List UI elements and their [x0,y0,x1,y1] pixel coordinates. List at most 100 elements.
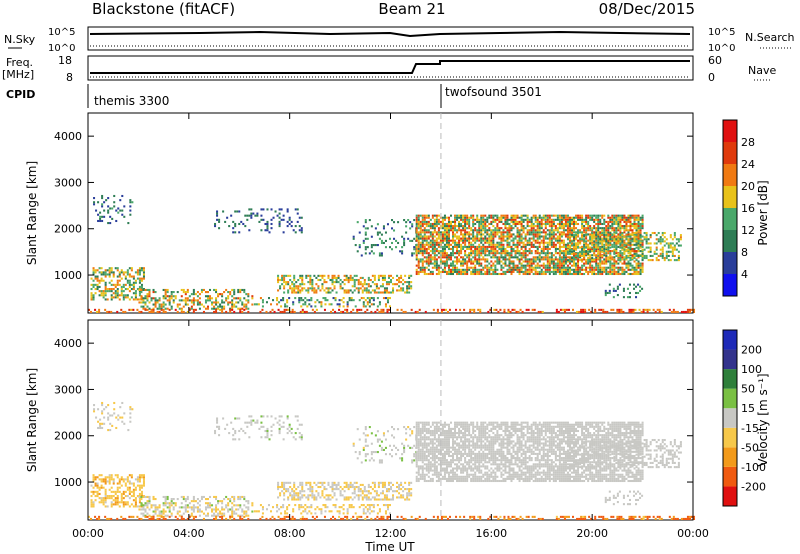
power-cell [637,283,640,286]
velocity-cell [97,420,100,423]
power-cell [400,287,403,290]
power-cell [589,216,592,219]
velocity-cell [307,488,310,491]
power-cell [591,266,594,269]
power-cell [292,301,295,304]
power-cell [478,239,481,242]
power-cell [526,216,529,219]
power-cell [278,222,281,226]
power-cell [484,227,487,230]
velocity-cell [154,506,157,509]
power-cell [635,246,638,249]
velocity-cell [109,414,112,417]
power-cell [411,223,414,226]
power-cell [464,243,467,246]
velocity-cell [146,504,149,507]
power-cell [466,268,469,271]
nave-tick-high: 60 [708,54,722,67]
power-cell [238,222,241,226]
power-cell [311,278,314,282]
power-cell [504,235,507,238]
power-cell [526,241,529,244]
power-cell [346,301,349,304]
power-cell [349,276,352,279]
velocity-cell [362,510,365,513]
power-cell [558,272,561,276]
power-cell [564,225,567,228]
power-cell [556,237,559,240]
power-cell [649,242,652,245]
power-cell [482,233,485,236]
power-cell [558,243,561,246]
velocity-cell [144,502,147,505]
power-cell [558,260,561,263]
power-cell [348,299,351,302]
power-cell [126,273,129,276]
power-cell [554,268,557,271]
velocity-cell [101,422,104,425]
power-cell [433,239,436,242]
power-cell [510,227,513,230]
power-cell [176,291,179,294]
power-cell [671,238,674,241]
power-cell [317,285,320,288]
power-cell [506,237,509,240]
power-cell [639,218,642,221]
power-cell [671,246,674,249]
power-cell [552,241,555,244]
power-cell [528,225,531,228]
power-cell [526,233,529,236]
power-cell [472,231,475,234]
power-cell [182,310,185,313]
power-cell [174,308,177,311]
power-cell [548,272,551,276]
power-cell [435,262,438,265]
velocity-cell [182,495,185,499]
power-cell [423,227,426,230]
power-cell [433,264,436,267]
power-cell [114,296,117,299]
power-cell [470,243,473,246]
power-cell [486,254,489,257]
power-cell [413,248,416,251]
power-cell [597,227,600,230]
power-cell [266,220,269,223]
velocity-cell [138,492,141,495]
power-cell [519,308,522,311]
power-cell [162,297,165,300]
power-cell [653,231,656,235]
power-cell [441,241,444,244]
power-cell [568,225,571,228]
power-cell [372,303,375,306]
power-cell [573,260,576,263]
power-cell [229,307,232,310]
power-cell [421,243,424,246]
power-cell [427,231,430,234]
power-cell [466,256,469,259]
power-cell [170,297,173,300]
power-cell [595,231,598,234]
power-cell [462,268,465,271]
velocity-cell [95,416,98,419]
power-cell [445,262,448,265]
power-cell [488,235,491,238]
power-cell [421,250,424,253]
power-cell [589,260,592,263]
power-cell [366,246,369,249]
power-cell [532,233,535,236]
power-cell [378,310,381,313]
power-cell [404,291,407,294]
power-cell [476,272,479,276]
power-cell [560,225,563,228]
velocity-cell [186,510,189,513]
power-cell [128,279,131,282]
power-cell [246,214,249,217]
power-cell [344,308,347,311]
power-cell [421,239,424,242]
power-cell [470,237,473,240]
power-cell [124,288,127,291]
power-cell [585,266,588,269]
power-cell [508,254,511,257]
power-cell [599,260,602,263]
power-cell [542,272,545,276]
